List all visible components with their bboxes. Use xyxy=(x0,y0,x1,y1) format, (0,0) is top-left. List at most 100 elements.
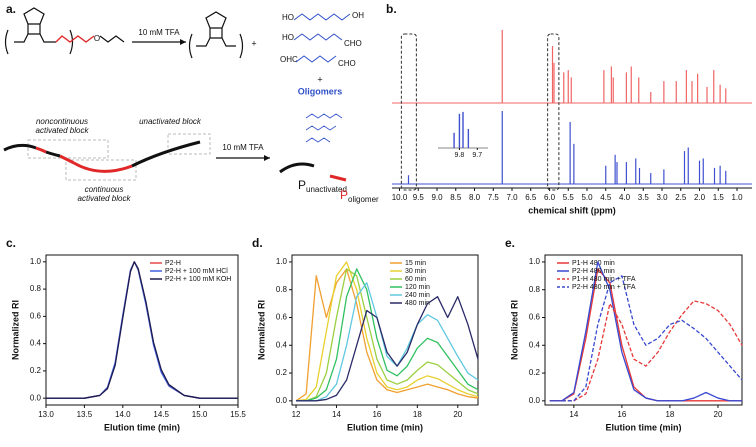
x-tick-label: 6.0 xyxy=(544,193,556,202)
y-tick-label: 0.2 xyxy=(529,368,541,377)
x-tick-label: 20 xyxy=(714,410,723,419)
x-tick-label: 2.5 xyxy=(675,193,687,202)
y-tick-label: 0.8 xyxy=(276,285,288,294)
series-line xyxy=(549,275,743,402)
series-line xyxy=(296,268,479,402)
x-tick-label: 8.0 xyxy=(469,193,481,202)
y-tick-label: 0.0 xyxy=(276,396,288,405)
x-tick-label: 14 xyxy=(569,410,578,419)
y-tick-label: 1.0 xyxy=(30,257,42,266)
panel-label: b. xyxy=(386,2,397,16)
ring xyxy=(23,7,45,34)
unactivated-product xyxy=(279,162,315,174)
panel-label: e. xyxy=(505,236,515,250)
x-tick-label: 7.0 xyxy=(506,193,518,202)
x-tick-label: 13.0 xyxy=(38,410,54,419)
arrow-head xyxy=(264,155,270,161)
y-tick-label: 0.4 xyxy=(529,340,541,349)
x-tick-label: 12 xyxy=(292,410,301,419)
legend-label: P2-H + 100 mM KOH xyxy=(165,276,231,283)
x-axis-label: chemical shift (ppm) xyxy=(528,205,616,215)
oligomers-label: Oligomers xyxy=(298,86,343,96)
x-tick-label: 4.0 xyxy=(619,193,631,202)
y-tick-label: 0.4 xyxy=(276,340,288,349)
x-axis-label: Elution time (min) xyxy=(606,422,682,432)
inset-tick-label: 9.8 xyxy=(455,152,465,159)
x-tick-label: 2.0 xyxy=(694,193,706,202)
series-line xyxy=(296,282,479,402)
legend-label: 480 min xyxy=(405,300,430,307)
x-axis-label: Elution time (min) xyxy=(104,422,180,432)
x-tick-label: 9.0 xyxy=(431,193,443,202)
unactivated-segment xyxy=(45,150,61,158)
y-tick-label: 1.0 xyxy=(276,257,288,266)
x-tick-label: 14.5 xyxy=(153,410,169,419)
block-label: continuous xyxy=(85,185,124,194)
series-line xyxy=(549,261,742,402)
x-tick-label: 3.5 xyxy=(638,193,650,202)
chain xyxy=(99,35,125,43)
plus: + xyxy=(251,38,256,48)
y-tick-label: 0.8 xyxy=(529,285,541,294)
y-tick-label: 0.6 xyxy=(30,311,42,320)
legend-label: 30 min xyxy=(405,268,426,275)
series-line xyxy=(295,268,479,402)
reagent: 10 mM TFA xyxy=(222,143,264,152)
y-tick-label: 0.6 xyxy=(276,313,288,322)
activated-segment xyxy=(59,154,75,165)
molecule-label: OH xyxy=(352,11,364,20)
y-tick-label: 0.6 xyxy=(529,313,541,322)
chart: b. 10.0 9.5 9.0 8.5 8.0 7.5 7.0 6.5 6.0 5.5 5.0 4.5 4… xyxy=(386,2,752,215)
legend-label: P1-H 480 min xyxy=(572,260,615,267)
block-label: activated block xyxy=(36,126,90,135)
activated-segment xyxy=(35,146,47,154)
legend-label: 120 min xyxy=(405,284,430,291)
p-symbol: P xyxy=(298,178,306,192)
legend-label: 15 min xyxy=(405,260,426,267)
y-tick-label: 0.2 xyxy=(276,368,288,377)
bracket xyxy=(4,29,74,55)
molecule-label: CHO xyxy=(338,59,356,68)
molecule-label: OHC xyxy=(280,55,298,64)
x-tick-label: 5.5 xyxy=(563,193,575,202)
dashed-box xyxy=(65,159,137,181)
plot-frame xyxy=(544,254,743,406)
legend-label: P2-H xyxy=(165,260,181,267)
y-axis-label: Normalized RI xyxy=(256,300,266,360)
x-tick-label: 14.0 xyxy=(115,410,131,419)
series-line xyxy=(296,296,479,402)
series-line xyxy=(549,300,743,402)
x-tick-label: 14 xyxy=(332,410,341,419)
panel-label: a. xyxy=(6,2,16,16)
ether-oxygen: O xyxy=(94,34,100,43)
y-axis-label: Normalized RI xyxy=(509,300,519,360)
x-tick-label: 13.5 xyxy=(77,410,93,419)
plot-frame xyxy=(291,254,479,406)
x-tick-label: 8.5 xyxy=(450,193,462,202)
y-tick-label: 1.0 xyxy=(529,257,541,266)
x-tick-label: 7.5 xyxy=(488,193,500,202)
x-tick-label: 1.5 xyxy=(713,193,725,202)
molecule-icons xyxy=(305,113,343,143)
block-label: noncontinuous xyxy=(36,117,88,126)
highlight-box xyxy=(400,33,417,191)
p-symbol: P xyxy=(340,188,348,202)
dashed-box xyxy=(27,139,109,159)
x-tick-label: 9.5 xyxy=(413,193,425,202)
oligomer-product xyxy=(329,174,347,182)
legend-label: P2-H + 100 mM HCl xyxy=(165,268,228,275)
x-tick-label: 20 xyxy=(453,410,462,419)
activated-segment xyxy=(73,161,133,173)
unactivated-segment xyxy=(3,143,37,152)
x-tick-label: 6.5 xyxy=(525,193,537,202)
series-line xyxy=(46,261,238,399)
molecule-label: HO xyxy=(282,33,294,42)
product-structure xyxy=(196,11,236,47)
unactivated-segment xyxy=(131,140,201,168)
arrow-head xyxy=(180,39,186,45)
y-tick-label: 0.0 xyxy=(529,396,541,405)
inset-tick-label: 9.7 xyxy=(472,152,482,159)
backbone xyxy=(14,33,56,43)
